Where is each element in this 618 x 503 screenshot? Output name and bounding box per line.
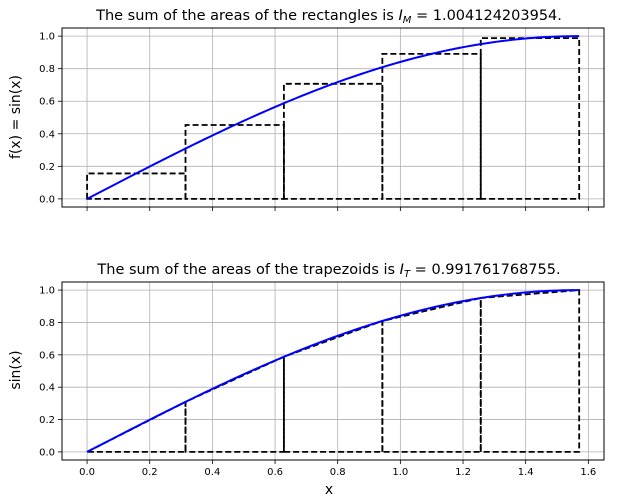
top-title-prefix: The sum of the areas of the rectangles i… <box>95 8 398 24</box>
y-tick-label: 1.0 <box>39 32 55 43</box>
x-tick-label: 1.2 <box>455 467 471 478</box>
bottom-chart-title: The sum of the areas of the trapezoids i… <box>96 262 560 280</box>
top-ticks: 0.0 0.2 0.4 0.6 0.8 1.0 <box>39 32 589 211</box>
bottom-plot-marks <box>86 289 581 453</box>
top-plot-marks <box>86 35 581 200</box>
bottom-x-axis-label: x <box>325 482 333 498</box>
y-tick-label: 0.8 <box>39 318 55 329</box>
y-tick-label: 0.6 <box>39 97 55 108</box>
x-tick-label: 1.4 <box>518 467 534 478</box>
sine-curve <box>86 289 580 453</box>
bottom-title-subscript: T <box>404 269 411 280</box>
top-axes-frame <box>61 27 605 208</box>
y-tick-label: 0.0 <box>39 447 55 458</box>
top-title-equals: = <box>411 8 432 24</box>
y-tick-label: 0.2 <box>39 415 55 426</box>
bottom-panel-trapezoids: The sum of the areas of the trapezoids i… <box>8 262 605 498</box>
sine-curve <box>86 35 580 200</box>
trapezoid-4 <box>381 296 482 453</box>
bottom-axes-frame <box>61 281 605 461</box>
x-tick-label: 1.6 <box>580 467 596 478</box>
y-tick-label: 0.4 <box>39 129 55 140</box>
x-tick-label: 0.4 <box>204 467 220 478</box>
rectangle-5 <box>479 37 581 200</box>
bottom-title-equals: = <box>410 262 431 278</box>
rectangle-3 <box>283 82 384 200</box>
top-title-subscript: M <box>403 15 412 26</box>
bottom-title-value: 0.991761768755. <box>431 262 560 278</box>
y-tick-label: 1.0 <box>39 286 55 297</box>
bottom-y-axis-label: sin(x) <box>8 350 24 389</box>
top-title-symbol: I <box>398 8 402 24</box>
top-chart-title: The sum of the areas of the rectangles i… <box>95 8 562 26</box>
y-tick-label: 0.4 <box>39 383 55 394</box>
y-tick-label: 0.0 <box>39 194 55 205</box>
top-y-axis-label: f(x) = sin(x) <box>8 75 24 159</box>
y-tick-label: 0.6 <box>39 350 55 361</box>
bottom-ticks: 0.0 0.2 0.4 0.6 0.8 1.0 1.2 1.4 1.6 0.0 0.2 0.4 0.6 0… <box>39 286 596 478</box>
x-tick-label: 0.0 <box>79 467 95 478</box>
x-tick-label: 0.8 <box>330 467 346 478</box>
y-tick-label: 0.8 <box>39 64 55 75</box>
top-panel-rectangles: The sum of the areas of the rectangles i… <box>8 8 605 211</box>
x-tick-label: 0.6 <box>267 467 283 478</box>
bottom-title-prefix: The sum of the areas of the trapezoids i… <box>96 262 399 278</box>
top-title-value: 1.004124203954. <box>433 8 562 24</box>
x-tick-label: 1.0 <box>392 467 408 478</box>
rectangle-1 <box>86 172 187 200</box>
bottom-title-symbol: I <box>400 262 404 278</box>
x-tick-label: 0.2 <box>142 467 158 478</box>
y-tick-label: 0.2 <box>39 162 55 173</box>
